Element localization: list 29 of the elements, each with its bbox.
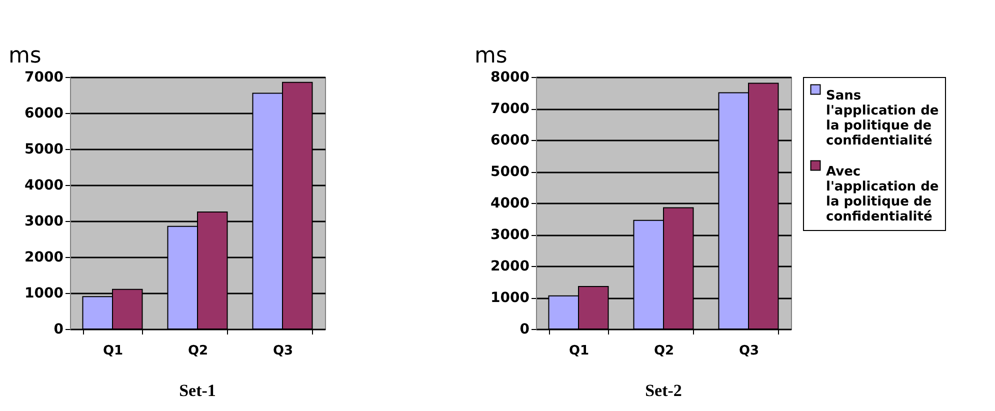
x-tick-label: Q3 [272, 344, 294, 358]
legend-label: Avec l'application de la politique de confidentialité [826, 164, 939, 224]
y-tick-label: 7000 [490, 101, 530, 117]
y-tick-label: 3000 [490, 227, 530, 243]
x-tick-label: Q2 [654, 344, 674, 358]
text: Set-2 [645, 381, 682, 400]
y-tick-label: 8000 [490, 70, 530, 86]
x-tick-label: Q1 [102, 344, 124, 358]
y-tick-label: 5000 [490, 164, 530, 180]
y-tick-label: 2000 [490, 258, 530, 274]
y-tick-label: 7000 [24, 70, 64, 86]
y-tick-label: 4000 [490, 196, 530, 212]
y-axis-title: ms [474, 44, 508, 68]
y-tick-label: 0 [54, 322, 64, 338]
x-tick-label: Q2 [188, 344, 208, 358]
legend-label: Sans l'application de la politique de confidentialité [826, 88, 939, 148]
y-tick-label: 4000 [24, 178, 64, 194]
y-tick-label: 3000 [24, 214, 64, 230]
y-tick-label: 0 [520, 322, 530, 338]
y-tick-label: 1000 [24, 286, 64, 302]
x-tick-label: Q3 [738, 344, 760, 358]
y-axis-title: ms [8, 44, 42, 68]
x-tick-label: Q1 [568, 344, 590, 358]
text: Set-1 [179, 381, 216, 400]
y-tick-label: 6000 [490, 132, 530, 148]
y-tick-label: 5000 [24, 142, 64, 158]
y-tick-label: 2000 [24, 250, 64, 266]
y-tick-label: 6000 [24, 106, 64, 122]
y-tick-label: 1000 [490, 290, 530, 306]
